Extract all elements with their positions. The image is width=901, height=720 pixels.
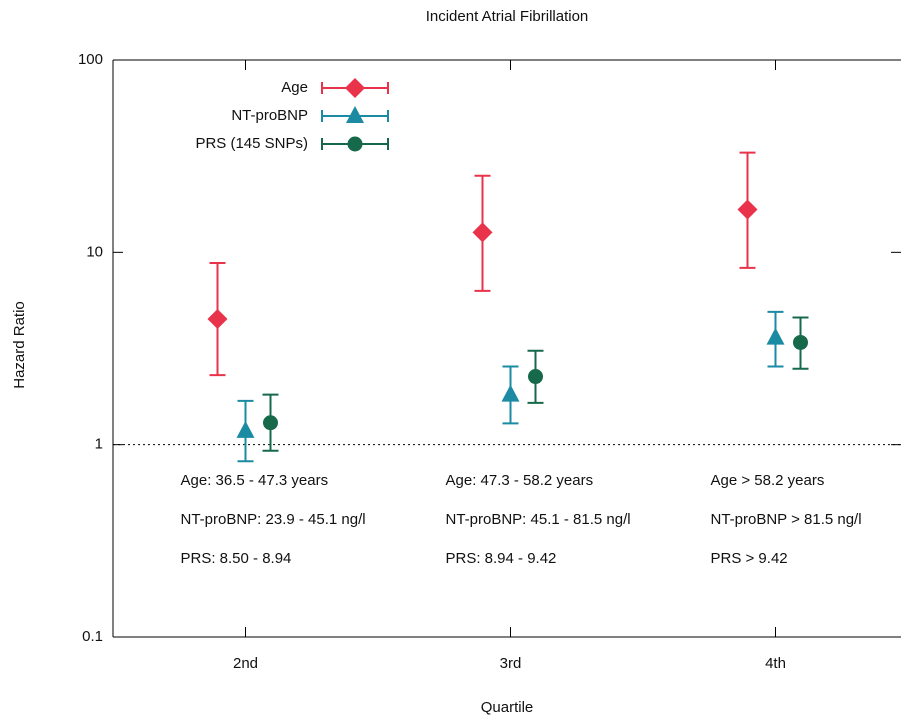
data-point	[472, 222, 493, 243]
annotation: Age: 47.3 - 58.2 years	[446, 472, 594, 489]
legend-marker	[345, 78, 365, 98]
data-point	[737, 199, 758, 220]
legend-marker	[346, 106, 364, 123]
x-tick-label: 4th	[765, 655, 786, 672]
data-point	[528, 369, 543, 385]
legend-label: PRS (145 SNPs)	[195, 135, 308, 152]
annotation: PRS: 8.94 - 9.42	[446, 550, 557, 567]
annotation: Age: 36.5 - 47.3 years	[181, 472, 329, 489]
data-point	[501, 384, 520, 402]
data-point	[793, 334, 808, 350]
data-point	[236, 420, 255, 438]
legend-label: Age	[281, 79, 308, 96]
annotation: PRS > 9.42	[711, 550, 788, 567]
y-tick-label: 100	[78, 51, 103, 68]
annotation: Age > 58.2 years	[711, 472, 825, 489]
chart-title: Incident Atrial Fibrillation	[426, 8, 589, 25]
x-tick-label: 3rd	[500, 655, 522, 672]
y-tick-label: 0.1	[82, 628, 103, 645]
y-tick-label: 1	[95, 436, 103, 453]
x-axis-label: Quartile	[481, 699, 534, 716]
legend-label: NT-proBNP	[231, 107, 308, 124]
y-axis-label: Hazard Ratio	[11, 301, 28, 389]
annotation: NT-proBNP: 23.9 - 45.1 ng/l	[181, 511, 366, 528]
data-point	[263, 415, 278, 431]
x-tick-label: 2nd	[233, 655, 258, 672]
y-tick-label: 10	[86, 243, 103, 260]
annotation: PRS: 8.50 - 8.94	[181, 550, 292, 567]
legend-marker	[347, 136, 363, 152]
data-point	[766, 327, 785, 345]
annotation: NT-proBNP: 45.1 - 81.5 ng/l	[446, 511, 631, 528]
data-point	[207, 309, 228, 330]
annotation: NT-proBNP > 81.5 ng/l	[711, 511, 862, 528]
